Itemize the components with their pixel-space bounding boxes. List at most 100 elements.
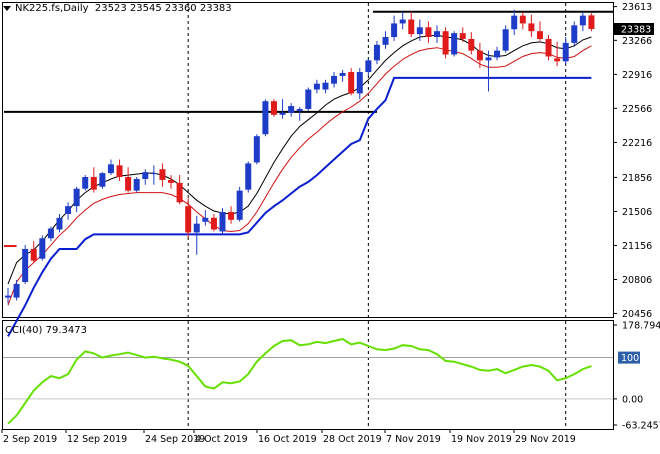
bullish-candle (133, 178, 140, 191)
bearish-candle (519, 15, 526, 24)
bullish-candle (82, 177, 89, 189)
bearish-candle (545, 38, 552, 57)
bearish-candle (442, 31, 449, 55)
bearish-candle (554, 58, 561, 62)
date-tick-label: 19 Nov 2019 (451, 434, 512, 445)
bullish-candle (511, 15, 518, 30)
price-tick-label: 22566 (622, 104, 652, 115)
bullish-candle (65, 206, 72, 214)
cci-level-label: 100 (621, 353, 639, 364)
bearish-candle (459, 33, 466, 39)
cci-tick-label: 178.7944 (622, 321, 660, 332)
price-tick-label: 22916 (622, 70, 652, 81)
symbol-label: NK225.fs,Daily (15, 3, 89, 14)
bearish-candle (408, 19, 415, 35)
cci-header: CCI(40) 79.3473 (5, 325, 87, 336)
bullish-candle (339, 72, 346, 76)
current-price-tag (614, 23, 654, 35)
cci-tick-label: 0.00 (622, 394, 643, 405)
bullish-candle (296, 108, 303, 111)
bearish-candle (228, 212, 235, 220)
bullish-candle (253, 136, 260, 163)
bullish-candle (485, 57, 492, 61)
bearish-candle (468, 38, 475, 51)
price-tick-label: 21156 (622, 241, 652, 252)
bullish-candle (322, 82, 329, 90)
bullish-candle (451, 33, 458, 55)
bullish-candle (331, 75, 338, 84)
bullish-candle (356, 72, 363, 94)
bullish-candle (193, 223, 200, 233)
axes: 23613 23266 22916 22566 22216 21856 21506 21156… (1, 2, 660, 445)
bullish-candle (245, 163, 252, 190)
date-tick-label: 24 Sep 2019 (145, 434, 205, 445)
bearish-candle (425, 27, 432, 38)
bullish-candle (305, 89, 312, 109)
bullish-candle (579, 15, 586, 26)
date-tick-label: 2 Sep 2019 (3, 434, 57, 445)
bullish-candle (73, 188, 80, 207)
bullish-candle (562, 42, 569, 62)
bullish-candle (150, 173, 157, 175)
date-tick-label: 7 Nov 2019 (386, 434, 441, 445)
bullish-candle (22, 248, 29, 283)
price-tick-label: 20456 (622, 309, 652, 320)
date-tick-label: 16 Oct 2019 (258, 434, 317, 445)
bullish-candle (279, 112, 286, 115)
bullish-candle (13, 283, 20, 298)
bullish-candle (47, 228, 54, 239)
bullish-candle (99, 173, 106, 187)
dropdown-triangle-icon[interactable] (3, 5, 11, 11)
chart-header: NK225.fs,Daily 23523 23545 23360 23383 (3, 3, 232, 14)
main-panel-frame (2, 2, 614, 318)
bullish-candle (262, 101, 269, 135)
bullish-candle (571, 25, 578, 43)
bullish-candle (39, 238, 46, 259)
bullish-candle (502, 29, 509, 51)
cci-level-tag (618, 351, 640, 364)
bullish-candle (142, 172, 149, 179)
bullish-candle (373, 44, 380, 61)
bearish-candle (476, 50, 483, 61)
bearish-candle (159, 169, 166, 180)
bearish-candle (168, 179, 175, 183)
bearish-candle (30, 248, 37, 261)
bullish-candle (313, 83, 320, 90)
bullish-candle (365, 60, 372, 73)
bearish-candle (116, 165, 123, 178)
bullish-candle (399, 19, 406, 24)
bearish-candle (270, 101, 277, 115)
bearish-candle (210, 217, 217, 230)
bearish-candle (125, 177, 132, 191)
date-tick-label: 29 Nov 2019 (515, 434, 576, 445)
price-tick-label: 20806 (622, 275, 652, 286)
bullish-candle (382, 37, 389, 45)
price-tick-label: 21856 (622, 173, 652, 184)
bullish-candle (5, 295, 11, 298)
bearish-candle (185, 206, 192, 233)
bearish-candle (176, 182, 183, 203)
bullish-candle (107, 164, 114, 174)
bullish-candle (219, 212, 226, 232)
cci-panel-frame (2, 320, 614, 430)
bullish-candle (494, 50, 501, 58)
bullish-candle (434, 31, 440, 38)
price-tick-label: 23266 (622, 36, 652, 47)
bullish-candle (236, 190, 243, 220)
bullish-candle (416, 27, 423, 35)
bullish-candle (202, 217, 209, 222)
date-tick-label: 12 Sep 2019 (67, 434, 127, 445)
price-tick-label: 22216 (622, 138, 652, 149)
cci-indicator (3, 337, 613, 425)
cci-line (7, 337, 592, 425)
bullish-candle (56, 217, 63, 230)
cci-tick-label: -63.2457 (622, 421, 660, 432)
horizontal-lines[interactable] (4, 10, 613, 248)
bearish-candle (536, 31, 543, 39)
bearish-candle (588, 15, 595, 29)
trend-line (7, 76, 592, 337)
ohlc-values: 23523 23545 23360 23383 (94, 3, 232, 14)
date-tick-label: 28 Oct 2019 (323, 434, 382, 445)
